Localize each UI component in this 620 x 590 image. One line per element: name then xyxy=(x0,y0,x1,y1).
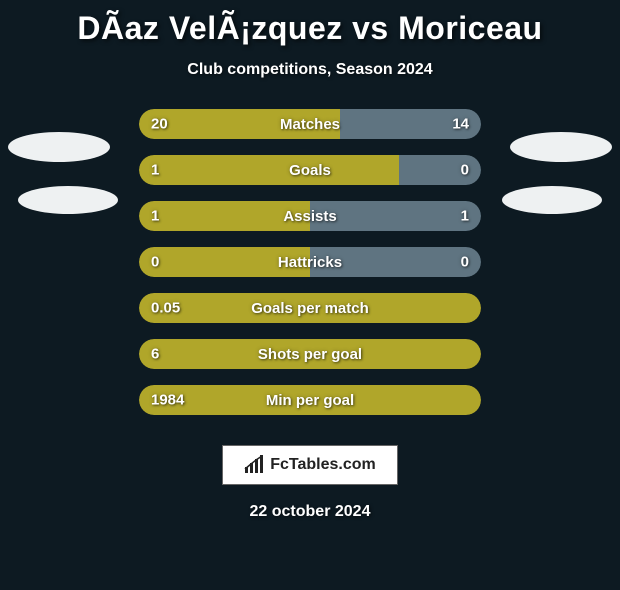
bar-left xyxy=(139,247,310,277)
stat-row: 0Hattricks0 xyxy=(139,247,481,277)
player-right-avatar-2 xyxy=(502,186,602,214)
subtitle: Club competitions, Season 2024 xyxy=(0,61,620,79)
branding-text: FcTables.com xyxy=(270,456,376,474)
bar-track xyxy=(139,247,481,277)
bar-right xyxy=(340,109,481,139)
bar-left xyxy=(139,201,310,231)
chart-icon xyxy=(244,455,266,475)
bar-left xyxy=(139,109,340,139)
player-left-avatar-2 xyxy=(18,186,118,214)
stats-bars: 20Matches14 1Goals0 1Assists1 0Hattricks0 0.… xyxy=(139,109,481,415)
page-title: DÃ­az VelÃ¡zquez vs Moriceau xyxy=(0,10,620,47)
branding-badge: FcTables.com xyxy=(222,445,398,485)
stat-row: 20Matches14 xyxy=(139,109,481,139)
bar-left xyxy=(139,339,481,369)
stat-row: 1Goals0 xyxy=(139,155,481,185)
bar-track xyxy=(139,385,481,415)
bar-track xyxy=(139,339,481,369)
bar-track xyxy=(139,109,481,139)
player-right-avatar-1 xyxy=(510,132,612,162)
bar-left xyxy=(139,385,481,415)
bar-left xyxy=(139,155,399,185)
stat-row: 0.05Goals per match xyxy=(139,293,481,323)
player-left-avatar-1 xyxy=(8,132,110,162)
bar-track xyxy=(139,201,481,231)
bar-right xyxy=(310,201,481,231)
bar-right xyxy=(310,247,481,277)
bar-track xyxy=(139,293,481,323)
bar-track xyxy=(139,155,481,185)
bar-left xyxy=(139,293,481,323)
stat-row: 1Assists1 xyxy=(139,201,481,231)
date-text: 22 october 2024 xyxy=(0,503,620,521)
stat-row: 6Shots per goal xyxy=(139,339,481,369)
stat-row: 1984Min per goal xyxy=(139,385,481,415)
bar-right xyxy=(399,155,481,185)
